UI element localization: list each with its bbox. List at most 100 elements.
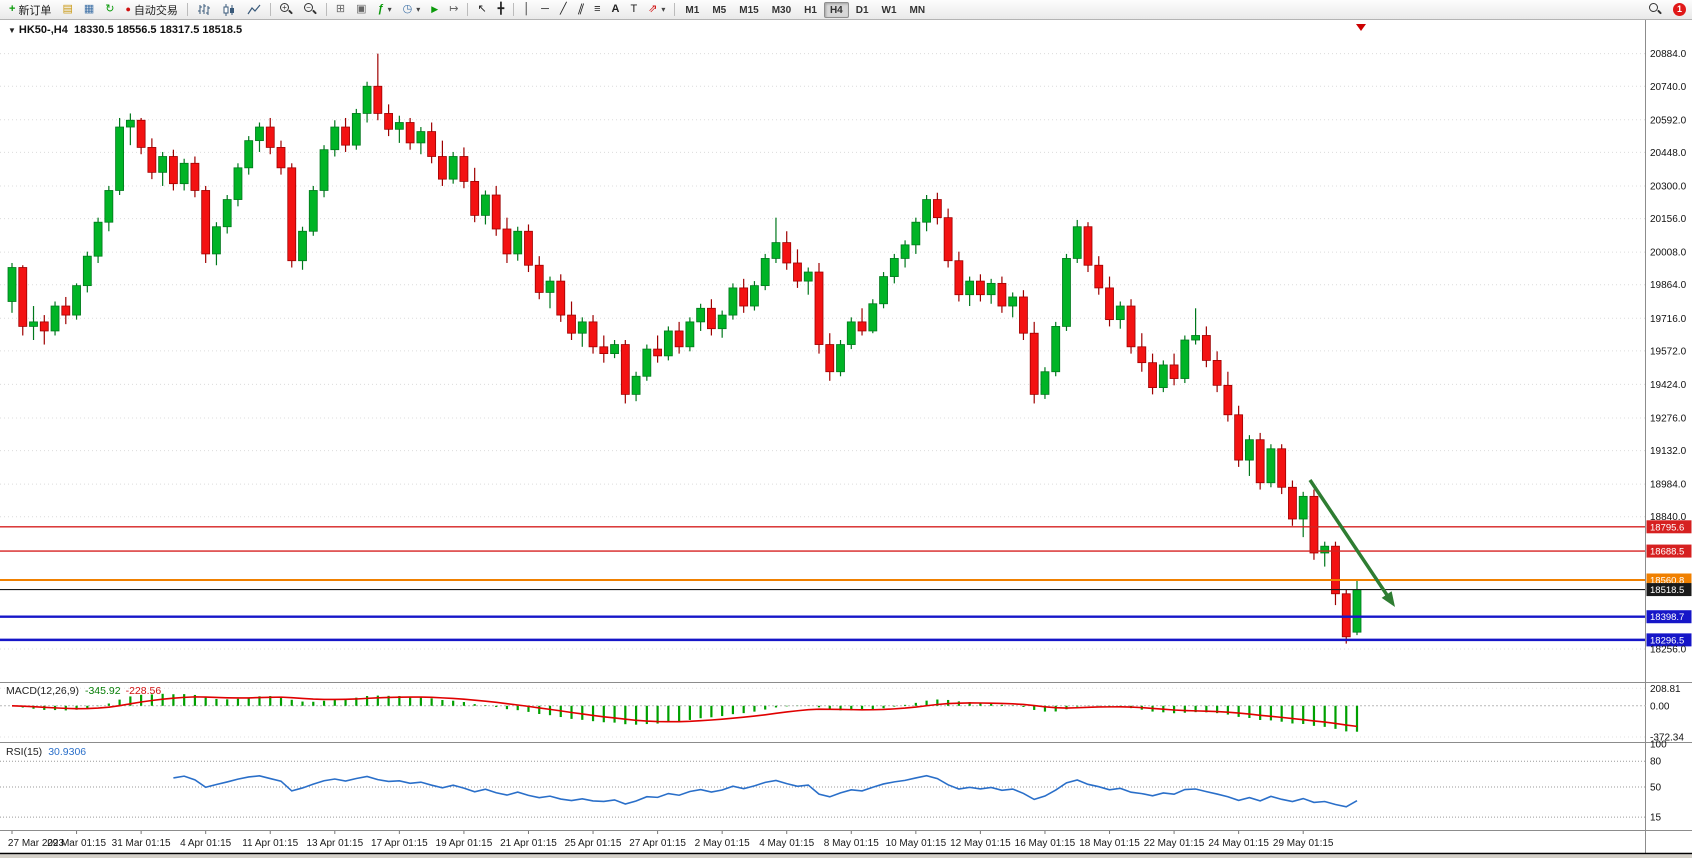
candlestick-chart-button[interactable] bbox=[217, 1, 241, 19]
crosshair-button[interactable]: ╋ bbox=[493, 1, 510, 19]
svg-text:18840.0: 18840.0 bbox=[1650, 512, 1687, 523]
svg-text:18296.5: 18296.5 bbox=[1650, 635, 1684, 646]
toolbar-separator bbox=[325, 3, 327, 16]
auto-trading-icon: ● bbox=[125, 4, 131, 14]
candles bbox=[7, 53, 1362, 644]
candlestick-chart-icon bbox=[223, 3, 234, 16]
text-tool-button[interactable]: A bbox=[607, 1, 625, 19]
svg-text:22 May 01:15: 22 May 01:15 bbox=[1144, 838, 1205, 849]
zoom-out-icon: − bbox=[303, 3, 317, 16]
svg-text:29 May 01:15: 29 May 01:15 bbox=[1273, 838, 1334, 849]
svg-text:4 May 01:15: 4 May 01:15 bbox=[759, 838, 814, 849]
chevron-down-icon: ▾ bbox=[661, 5, 666, 14]
indicators-icon: ƒ bbox=[377, 3, 384, 15]
auto-trading-button[interactable]: ● 自动交易 bbox=[120, 1, 182, 19]
timeframe-group: M1 M5 M15 M30 H1 H4 D1 W1 MN bbox=[679, 1, 931, 18]
price-level-badge bbox=[1646, 633, 1692, 647]
toolbar-separator bbox=[186, 3, 188, 16]
svg-text:17 Apr 01:15: 17 Apr 01:15 bbox=[371, 838, 428, 849]
chart-shift-button[interactable]: ↦ bbox=[444, 1, 463, 19]
svg-text:20008.0: 20008.0 bbox=[1650, 248, 1687, 259]
search-button[interactable] bbox=[1644, 1, 1667, 19]
text-tool-icon: A bbox=[611, 3, 620, 15]
svg-text:19276.0: 19276.0 bbox=[1650, 413, 1687, 424]
clock-button[interactable]: ◷ ▾ bbox=[398, 1, 426, 19]
svg-text:208.81: 208.81 bbox=[1650, 684, 1681, 695]
macd-indicator-label: MACD(12,26,9) -345.92 -228.56 bbox=[6, 685, 161, 697]
refresh-icon: ↻ bbox=[105, 3, 115, 15]
new-window-button[interactable]: ▣ bbox=[351, 1, 371, 19]
toolbar-separator bbox=[467, 3, 469, 16]
data-window-button[interactable]: ▦ bbox=[79, 1, 99, 19]
price-level-badge bbox=[1646, 544, 1692, 558]
svg-text:19 Apr 01:15: 19 Apr 01:15 bbox=[436, 838, 493, 849]
svg-text:24 May 01:15: 24 May 01:15 bbox=[1208, 838, 1269, 849]
svg-text:25 Apr 01:15: 25 Apr 01:15 bbox=[565, 838, 622, 849]
arrows-tool-button[interactable]: ⇗ ▾ bbox=[643, 1, 670, 19]
new-order-button[interactable]: + 新订单 bbox=[4, 1, 56, 19]
svg-text:0.00: 0.00 bbox=[1650, 701, 1670, 712]
svg-text:27 Mar 2023: 27 Mar 2023 bbox=[8, 838, 65, 849]
timeframe-D1-button[interactable]: D1 bbox=[855, 4, 869, 16]
price-axis[interactable]: 20884.0 20740.0 20592.0 20448.0 20300.0 20156… bbox=[1650, 49, 1687, 655]
timeframe-M1-button[interactable]: M1 bbox=[685, 4, 700, 16]
chart-title: ▼ HK50-,H4 18330.5 18556.5 18317.5 18518.… bbox=[8, 24, 242, 36]
autoscroll-button[interactable]: ▶ bbox=[426, 1, 443, 19]
cursor-icon: ↖ bbox=[477, 3, 487, 15]
bar-chart-button[interactable] bbox=[192, 1, 216, 19]
timeframe-MN-button[interactable]: MN bbox=[909, 4, 926, 16]
trend-arrow[interactable] bbox=[1308, 479, 1395, 607]
svg-text:21 Apr 01:15: 21 Apr 01:15 bbox=[500, 838, 557, 849]
svg-text:19716.0: 19716.0 bbox=[1650, 314, 1687, 325]
svg-text:16 May 01:15: 16 May 01:15 bbox=[1015, 838, 1076, 849]
macd-main-value: -345.92 bbox=[84, 685, 121, 697]
crosshair-icon: ╋ bbox=[497, 3, 505, 15]
timeframe-H4-button[interactable]: H4 bbox=[823, 1, 849, 18]
one-click-expand-icon[interactable]: ▼ bbox=[8, 26, 16, 35]
indicators-button[interactable]: ƒ ▾ bbox=[373, 1, 397, 19]
svg-text:50: 50 bbox=[1650, 783, 1662, 794]
cursor-button[interactable]: ↖ bbox=[472, 1, 491, 19]
line-chart-button[interactable] bbox=[242, 1, 266, 19]
timeframe-H1-button[interactable]: H1 bbox=[804, 4, 817, 16]
svg-text:18795.6: 18795.6 bbox=[1650, 522, 1684, 533]
text-label-tool-button[interactable]: T bbox=[625, 1, 642, 19]
svg-text:-372.34: -372.34 bbox=[1650, 733, 1684, 744]
channel-tool-button[interactable]: ∥ bbox=[573, 1, 589, 19]
zoom-out-button[interactable]: − bbox=[299, 1, 322, 19]
timeframe-M30-button[interactable]: M30 bbox=[771, 4, 792, 16]
vertical-line-tool-button[interactable]: │ bbox=[518, 1, 535, 19]
timeframe-M5-button[interactable]: M5 bbox=[712, 4, 727, 16]
toolbar-separator bbox=[513, 3, 515, 16]
horizontal-line-tool-button[interactable]: ─ bbox=[536, 1, 554, 19]
timeframe-M15-button[interactable]: M15 bbox=[739, 4, 759, 16]
svg-text:8 May 01:15: 8 May 01:15 bbox=[824, 838, 879, 849]
ohlc-values: 18330.5 18556.5 18317.5 18518.5 bbox=[73, 24, 243, 36]
rsi-name: RSI(15) bbox=[6, 746, 43, 758]
svg-text:20592.0: 20592.0 bbox=[1650, 115, 1687, 126]
trendline-icon: ╱ bbox=[559, 3, 567, 15]
zoom-in-button[interactable]: + bbox=[275, 1, 298, 19]
svg-text:19864.0: 19864.0 bbox=[1650, 280, 1687, 291]
text-label-icon: T bbox=[630, 3, 638, 15]
trendline-tool-button[interactable]: ╱ bbox=[555, 1, 572, 19]
svg-text:19132.0: 19132.0 bbox=[1650, 446, 1687, 457]
notification-badge[interactable]: 1 bbox=[1673, 3, 1686, 16]
line-chart-icon bbox=[247, 4, 261, 14]
panel-separators[interactable] bbox=[0, 20, 1692, 858]
tile-windows-button[interactable]: ⊞ bbox=[331, 1, 350, 19]
refresh-button[interactable]: ↻ bbox=[100, 1, 119, 19]
new-order-label: 新订单 bbox=[18, 4, 52, 17]
svg-text:11 Apr 01:15: 11 Apr 01:15 bbox=[242, 838, 298, 849]
timeframe-W1-button[interactable]: W1 bbox=[881, 4, 897, 16]
new-window-icon: ▣ bbox=[356, 3, 367, 15]
market-watch-button[interactable]: ▤ bbox=[57, 1, 77, 19]
svg-text:27 Apr 01:15: 27 Apr 01:15 bbox=[629, 838, 686, 849]
shift-marker-icon bbox=[1356, 24, 1366, 31]
svg-text:19424.0: 19424.0 bbox=[1650, 380, 1687, 391]
clock-icon: ◷ bbox=[402, 3, 413, 15]
fibonacci-tool-button[interactable]: ≡ bbox=[589, 1, 605, 19]
